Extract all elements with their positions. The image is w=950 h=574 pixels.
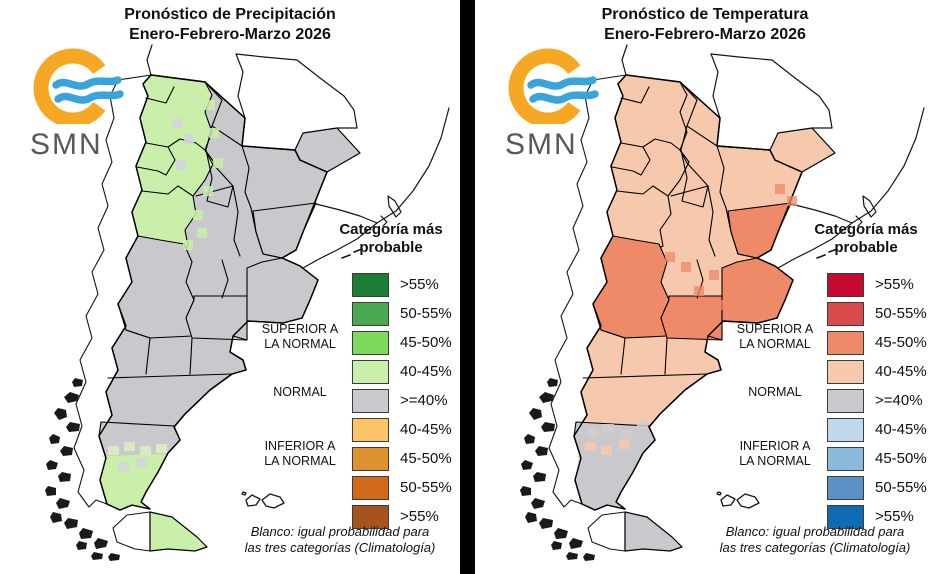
legend-color-swatch [827, 388, 864, 413]
smn-logo-text: SMN [505, 128, 578, 161]
legend-item-label: 50-55% [875, 305, 927, 322]
legend-item-label: 45-50% [875, 334, 927, 351]
legend: >55% 50-55% 45-50% 40-45% >=40% 40-45% 45-50% 5… [352, 270, 452, 531]
temperature-forecast-panel: Pronóstico de Temperatura Enero-Febrero-… [475, 0, 935, 574]
legend-color-swatch [827, 359, 864, 384]
legend-color-swatch [352, 504, 389, 529]
legend-item-label: >55% [400, 276, 439, 293]
page-title: Pronóstico de Precipitación Enero-Febrer… [0, 5, 460, 45]
legend-title: Categoría más probable [339, 221, 443, 256]
smn-logo: SMN [26, 42, 136, 161]
legend-item: >=40% [352, 386, 452, 415]
legend-color-swatch [827, 272, 864, 297]
panel-divider [460, 0, 475, 574]
climatology-footnote: Blanco: igual probabilidad para las tres… [719, 524, 911, 555]
legend-item-label: 50-55% [400, 305, 452, 322]
category-label-inferior: INFERIOR A LA NORMAL [264, 439, 336, 468]
legend-item: 40-45% [352, 357, 452, 386]
legend-item: >=40% [827, 386, 927, 415]
legend-item: >55% [352, 270, 452, 299]
legend-item: 50-55% [352, 299, 452, 328]
legend-item: 50-55% [827, 473, 927, 502]
legend-item-label: 45-50% [400, 450, 452, 467]
legend-color-swatch [352, 446, 389, 471]
legend-item-label: 50-55% [875, 479, 927, 496]
legend-item: 45-50% [827, 328, 927, 357]
title-line2: Enero-Febrero-Marzo 2026 [129, 26, 331, 43]
smn-logo-icon [501, 42, 611, 124]
legend-item-label: >55% [875, 508, 914, 525]
legend-color-swatch [827, 446, 864, 471]
legend-item: >55% [827, 270, 927, 299]
legend-title: Categoría más probable [814, 221, 918, 256]
title-line1: Pronóstico de Temperatura [601, 6, 809, 23]
legend-item-label: >55% [400, 508, 439, 525]
legend-color-swatch [352, 417, 389, 442]
legend-item: 45-50% [352, 328, 452, 357]
legend-item: 45-50% [352, 444, 452, 473]
legend: >55% 50-55% 45-50% 40-45% >=40% 40-45% 45-50% 5… [827, 270, 927, 531]
legend-color-swatch [352, 272, 389, 297]
legend-color-swatch [352, 388, 389, 413]
legend-color-swatch [352, 301, 389, 326]
legend-item: 50-55% [352, 473, 452, 502]
smn-logo: SMN [501, 42, 611, 161]
category-label-superior: SUPERIOR A LA NORMAL [261, 322, 339, 351]
legend-item: 45-50% [827, 444, 927, 473]
precipitation-forecast-panel: Pronóstico de Precipitación Enero-Febrer… [0, 0, 460, 574]
legend-item: 50-55% [827, 299, 927, 328]
legend-color-swatch [352, 475, 389, 500]
category-label-superior: SUPERIOR A LA NORMAL [736, 322, 814, 351]
smn-logo-icon [26, 42, 136, 124]
legend-item-label: 45-50% [875, 450, 927, 467]
legend-color-swatch [827, 330, 864, 355]
legend-color-swatch [827, 301, 864, 326]
legend-item-label: 40-45% [875, 421, 927, 438]
legend-color-swatch [827, 504, 864, 529]
category-label-normal: NORMAL [748, 385, 802, 399]
title-line2: Enero-Febrero-Marzo 2026 [604, 26, 806, 43]
category-label-normal: NORMAL [273, 385, 327, 399]
legend-color-swatch [827, 417, 864, 442]
legend-item-label: 40-45% [875, 363, 927, 380]
legend-item-label: >=40% [875, 392, 923, 409]
legend-item: >55% [352, 502, 452, 531]
legend-item-label: 40-45% [400, 363, 452, 380]
legend-item: 40-45% [827, 357, 927, 386]
legend-item-label: 40-45% [400, 421, 452, 438]
legend-item: 40-45% [352, 415, 452, 444]
legend-item: >55% [827, 502, 927, 531]
legend-item-label: >55% [875, 276, 914, 293]
legend-item: 40-45% [827, 415, 927, 444]
category-label-inferior: INFERIOR A LA NORMAL [739, 439, 811, 468]
legend-color-swatch [827, 475, 864, 500]
climatology-footnote: Blanco: igual probabilidad para las tres… [244, 524, 436, 555]
smn-logo-text: SMN [30, 128, 103, 161]
legend-color-swatch [352, 330, 389, 355]
title-line1: Pronóstico de Precipitación [124, 6, 336, 23]
legend-item-label: 45-50% [400, 334, 452, 351]
page-title: Pronóstico de Temperatura Enero-Febrero-… [475, 5, 935, 45]
legend-color-swatch [352, 359, 389, 384]
legend-item-label: >=40% [400, 392, 448, 409]
legend-item-label: 50-55% [400, 479, 452, 496]
